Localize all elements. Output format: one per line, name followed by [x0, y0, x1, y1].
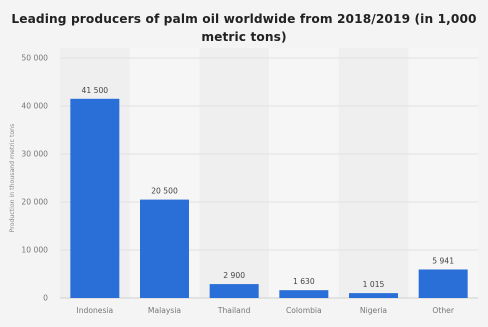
category-band [408, 48, 478, 298]
category-band [338, 48, 409, 298]
category-bands [60, 48, 478, 298]
data-label: 41 500 [82, 86, 109, 95]
y-tick-label: 30 000 [21, 150, 48, 159]
grid-lines [60, 57, 478, 299]
x-tick-label: Malaysia [148, 306, 181, 315]
category-band [269, 48, 339, 298]
x-tick-label: Colombia [286, 306, 322, 315]
data-label: 1 015 [363, 280, 385, 289]
category-band [199, 48, 269, 298]
x-tick-label: Other [432, 306, 454, 315]
data-labels: 41 500 20 500 2 900 1 630 1 015 5 941 [82, 86, 455, 289]
x-tick-label: Thailand [217, 306, 251, 315]
y-tick-label: 20 000 [21, 198, 48, 207]
bar [418, 269, 468, 298]
chart-title-line-2: metric tons) [201, 30, 287, 44]
y-tick-label: 10 000 [21, 246, 48, 255]
bar [70, 98, 120, 298]
data-label: 5 941 [432, 256, 454, 265]
x-axis-ticks: Indonesia Malaysia Thailand Colombia Nigeria… [76, 306, 454, 315]
y-tick-label: 50 000 [21, 54, 48, 63]
y-axis-label: Production in thousand metric tons [9, 124, 16, 233]
bar [349, 293, 398, 298]
data-label: 1 630 [293, 277, 315, 286]
bar [279, 290, 329, 298]
chart-title: Leading producers of palm oil worldwide … [0, 10, 488, 46]
y-axis-ticks: 0 10 000 20 000 30 000 40 000 50 000 [21, 54, 48, 303]
x-tick-label: Indonesia [76, 306, 113, 315]
y-tick-label: 40 000 [21, 102, 48, 111]
x-tick-label: Nigeria [360, 306, 387, 315]
bar [140, 199, 189, 298]
chart-title-line-1: Leading producers of palm oil worldwide … [11, 12, 477, 26]
y-tick-label: 0 [43, 294, 48, 303]
bars [70, 98, 468, 298]
data-label: 2 900 [223, 271, 245, 280]
bar [209, 284, 259, 298]
data-label: 20 500 [151, 187, 178, 196]
